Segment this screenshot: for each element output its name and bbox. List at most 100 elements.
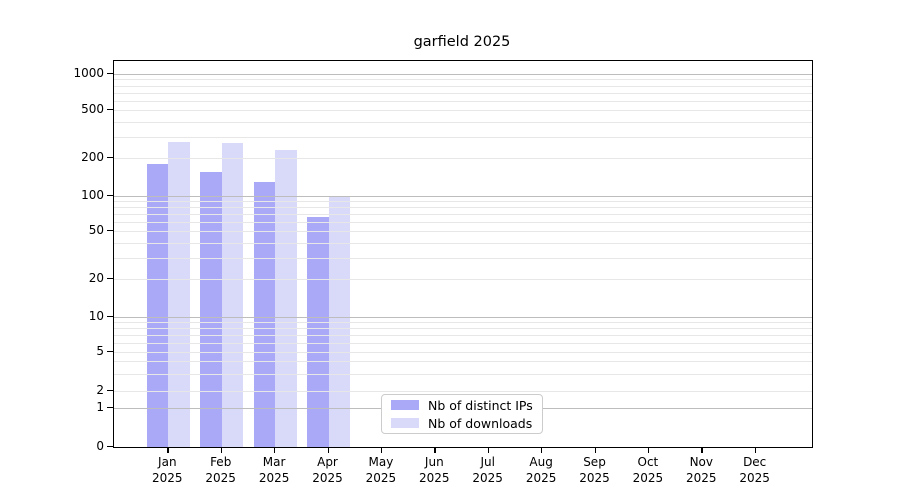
- y-tick-label-500: 500: [81, 102, 104, 116]
- bar-distinct-ips-mar: [253, 181, 276, 447]
- gridline-7: [114, 335, 812, 336]
- x-tick-mark-oct: [647, 447, 650, 453]
- y-tick-mark-2: [107, 390, 113, 392]
- x-tick-label-jan: Jan 2025: [137, 455, 197, 486]
- gridline-900: [114, 79, 812, 81]
- month-year: 2025: [152, 470, 183, 485]
- y-tick-label-50: 50: [88, 223, 104, 237]
- x-tick-label-oct: Oct 2025: [618, 455, 678, 486]
- y-tick-mark-5: [107, 351, 113, 353]
- gridline-700: [114, 92, 812, 94]
- legend-swatch-distinct-ips: [391, 400, 419, 410]
- y-tick-label-100: 100: [81, 188, 104, 202]
- legend-entry-downloads: Nb of downloads: [391, 416, 542, 431]
- legend-swatch-downloads: [391, 418, 419, 428]
- gridline-200: [114, 158, 812, 159]
- gridline-60: [114, 221, 812, 223]
- gridline-300: [114, 136, 812, 138]
- gridline-600: [114, 100, 812, 102]
- y-tick-label-0: 0: [96, 439, 104, 453]
- chart-title: garfield 2025: [413, 34, 511, 50]
- x-tick-mark-sep: [594, 447, 596, 453]
- month-name: Jul: [480, 455, 495, 469]
- gridline-30: [114, 257, 812, 259]
- bar-downloads-jan: [168, 141, 190, 447]
- y-tick-mark-500: [107, 109, 113, 111]
- gridline-4: [114, 361, 812, 363]
- gridline-10: [114, 317, 812, 318]
- y-tick-mark-20: [107, 278, 113, 280]
- x-tick-mark-nov: [701, 447, 703, 453]
- x-tick-mark-dec: [754, 447, 757, 453]
- x-tick-label-aug: Aug 2025: [511, 455, 571, 486]
- month-name: Apr: [317, 455, 338, 469]
- y-tick-mark-100: [107, 195, 113, 197]
- gridline-80: [114, 207, 812, 209]
- month-name: Oct: [637, 455, 659, 469]
- gridline-70: [114, 214, 812, 215]
- month-year: 2025: [419, 470, 450, 485]
- y-tick-mark-50: [107, 230, 113, 232]
- gridline-1000: [114, 74, 812, 75]
- month-name: May: [368, 455, 394, 469]
- y-tick-label-2: 2: [96, 383, 104, 397]
- bar-downloads-apr: [328, 196, 350, 447]
- y-tick-mark-10: [107, 316, 113, 318]
- gridline-6: [114, 342, 812, 344]
- legend-label: Nb of distinct IPs: [428, 397, 533, 413]
- month-year: 2025: [472, 470, 503, 485]
- y-tick-mark-1000: [107, 73, 113, 75]
- x-tick-mark-jul: [487, 447, 490, 453]
- bar-downloads-feb: [221, 143, 244, 447]
- x-tick-label-jul: Jul 2025: [458, 455, 518, 486]
- gridline-400: [114, 121, 812, 123]
- gridline-500: [114, 110, 812, 111]
- month-name: Jan: [158, 455, 177, 469]
- month-year: 2025: [525, 470, 557, 485]
- y-tick-label-10: 10: [88, 309, 104, 323]
- month-year: 2025: [686, 470, 717, 485]
- month-name: Jun: [424, 455, 444, 469]
- month-year: 2025: [258, 470, 290, 485]
- gridline-8: [114, 328, 812, 330]
- gridline-9: [114, 322, 812, 324]
- month-name: Feb: [210, 455, 232, 469]
- month-year: 2025: [579, 470, 610, 485]
- gridline-100: [114, 196, 812, 197]
- bar-distinct-ips-jan: [146, 163, 169, 447]
- y-tick-mark-0: [107, 446, 113, 448]
- x-tick-label-mar: Mar 2025: [244, 455, 304, 486]
- x-tick-label-jun: Jun 2025: [404, 455, 464, 486]
- x-tick-mark-feb: [220, 447, 223, 453]
- x-tick-label-apr: Apr 2025: [298, 455, 358, 486]
- month-name: Mar: [262, 455, 286, 469]
- legend-label: Nb of downloads: [428, 415, 533, 431]
- x-tick-label-may: May 2025: [351, 455, 411, 486]
- month-year: 2025: [365, 470, 397, 485]
- gridline-800: [114, 85, 812, 87]
- y-tick-label-200: 200: [81, 150, 104, 164]
- gridline-90: [114, 201, 812, 203]
- x-tick-mark-jan: [167, 447, 169, 453]
- y-tick-label-20: 20: [88, 271, 104, 285]
- plot-area: Nb of distinct IPs Nb of downloads: [113, 60, 813, 448]
- x-tick-mark-aug: [541, 447, 543, 453]
- y-tick-label-1: 1: [96, 400, 104, 414]
- month-name: Sep: [583, 455, 606, 469]
- x-tick-mark-jun: [434, 447, 436, 453]
- legend: Nb of distinct IPs Nb of downloads: [381, 394, 543, 434]
- x-tick-label-sep: Sep 2025: [565, 455, 625, 486]
- gridline-20: [114, 279, 812, 280]
- y-tick-label-1000: 1000: [73, 66, 104, 80]
- x-tick-mark-apr: [327, 447, 329, 453]
- month-name: Dec: [743, 455, 767, 469]
- month-year: 2025: [205, 470, 236, 485]
- bar-distinct-ips-feb: [200, 171, 222, 447]
- month-year: 2025: [312, 470, 343, 485]
- x-tick-mark-mar: [274, 447, 276, 453]
- x-tick-label-feb: Feb 2025: [191, 455, 251, 486]
- x-tick-mark-may: [380, 447, 383, 453]
- x-tick-label-dec: Dec 2025: [725, 455, 785, 486]
- y-tick-mark-1: [107, 407, 113, 409]
